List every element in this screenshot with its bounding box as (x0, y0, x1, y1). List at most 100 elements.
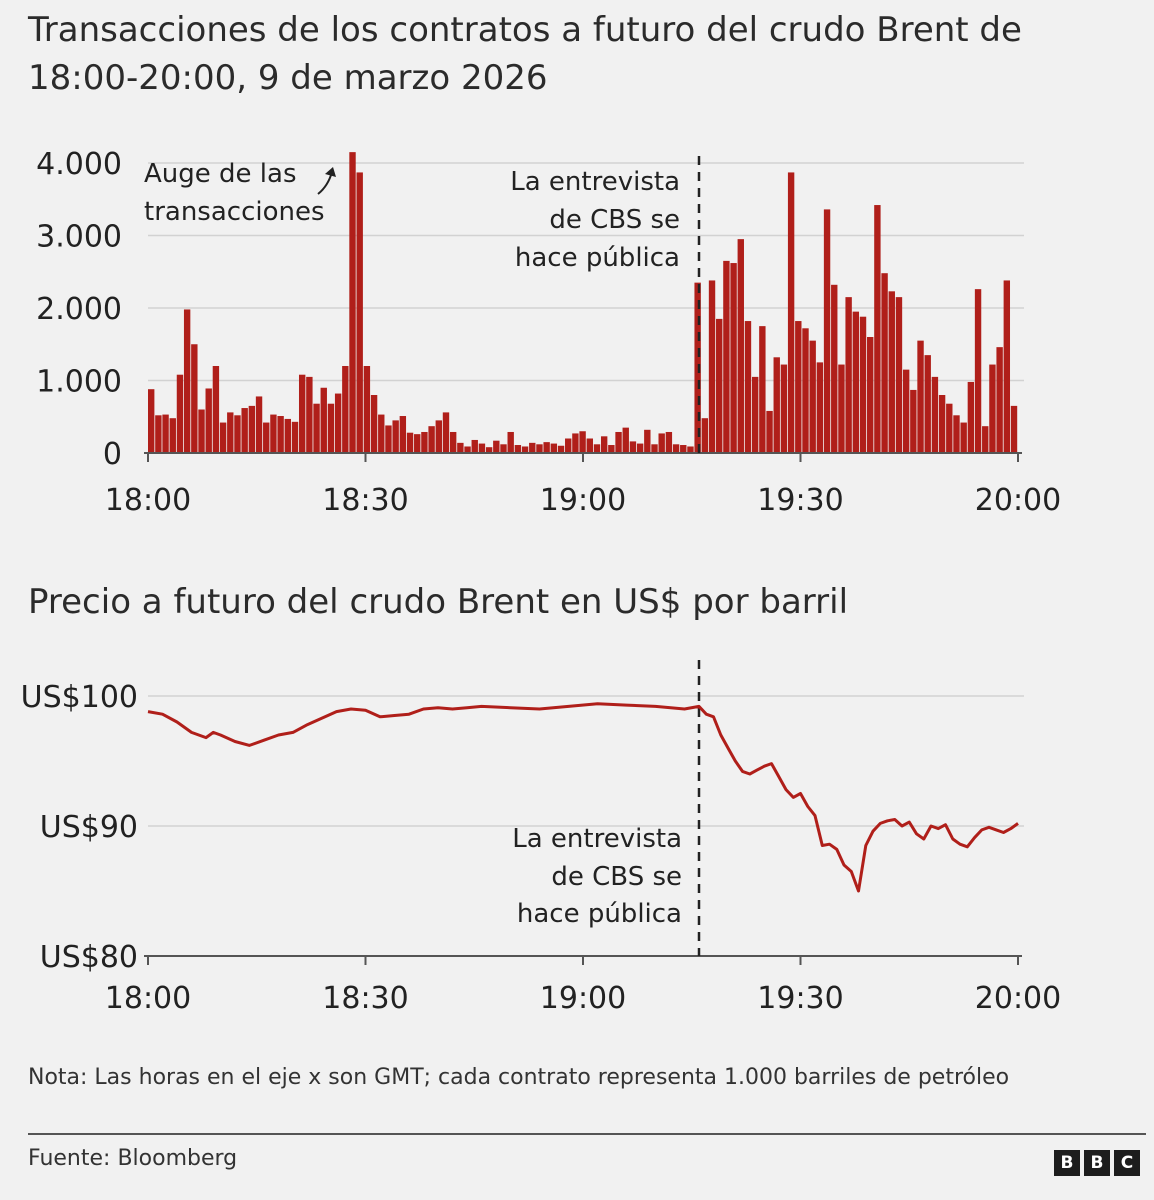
bar (227, 412, 234, 453)
bar (536, 444, 543, 453)
bar (457, 442, 464, 453)
bar (270, 414, 277, 453)
bar (399, 416, 407, 453)
bar (629, 441, 637, 453)
bar (608, 445, 615, 453)
bar (572, 433, 579, 453)
bar (766, 410, 773, 453)
x-tick-label: 20:00 (975, 483, 1061, 518)
y-tick-label: 2.000 (36, 292, 122, 327)
bar (442, 412, 450, 453)
bbc-logo-block: B (1054, 1150, 1080, 1176)
bbc-logo: B B C (1054, 1150, 1140, 1176)
bar (759, 326, 766, 454)
bar (471, 439, 478, 453)
bar (708, 280, 716, 453)
bar (334, 393, 342, 453)
bar (730, 263, 737, 453)
bar (313, 403, 320, 453)
spike-annotation-line1: Auge de las (144, 159, 297, 189)
cbs-annotation-line2: de CBS se (549, 205, 680, 235)
bar (644, 429, 651, 453)
bar (543, 442, 550, 454)
bar (284, 418, 291, 453)
bar (780, 364, 788, 453)
bar (967, 381, 975, 453)
bar (414, 434, 421, 453)
bar (449, 431, 457, 453)
bar (615, 431, 622, 453)
bar (931, 376, 939, 454)
bar (636, 443, 644, 453)
spike-annotation-arrowhead (325, 167, 336, 177)
bar (370, 395, 378, 453)
cbs-annotation-line3: hace pública (515, 243, 680, 273)
bar (989, 364, 996, 453)
bar (212, 366, 220, 453)
bar (816, 362, 824, 454)
bar (593, 444, 601, 453)
bar (881, 273, 888, 453)
bar (744, 321, 752, 453)
bar (176, 374, 184, 453)
bar (867, 337, 874, 453)
bar (191, 344, 198, 453)
bar (917, 340, 924, 454)
bar (622, 427, 629, 454)
bar (550, 443, 558, 453)
bar (205, 388, 212, 453)
cbs-annotation-line2: de CBS se (551, 862, 682, 892)
bar (356, 172, 363, 453)
bar (529, 442, 536, 453)
bar (845, 297, 852, 454)
bar (651, 444, 658, 453)
bar (155, 415, 162, 453)
bar (148, 389, 155, 453)
bar (787, 172, 795, 453)
bar (658, 433, 665, 453)
bar (234, 415, 241, 453)
bar (838, 364, 845, 453)
bar (306, 376, 313, 454)
y-tick-label: US$90 (40, 810, 138, 845)
bar (183, 309, 191, 453)
bar (363, 366, 371, 453)
bar (888, 291, 895, 453)
x-tick-label: 18:30 (322, 483, 408, 518)
x-tick-label: 18:00 (105, 981, 191, 1016)
bar (327, 403, 335, 453)
bar (946, 403, 953, 453)
bar (485, 447, 493, 453)
x-tick-label: 18:30 (322, 981, 408, 1016)
bar (406, 432, 414, 453)
bar (938, 395, 946, 453)
bar (974, 289, 982, 453)
bar (823, 209, 831, 453)
bar (737, 239, 744, 454)
bar (298, 374, 306, 453)
y-tick-label: 0 (103, 437, 122, 472)
bar (507, 431, 514, 453)
bar (895, 297, 903, 454)
bar (902, 369, 910, 454)
bar (701, 418, 709, 453)
bar (953, 415, 960, 453)
bar (478, 443, 486, 453)
bar (521, 446, 529, 453)
bar (248, 405, 256, 454)
bar (500, 444, 507, 453)
bar (579, 431, 586, 453)
bar (802, 328, 809, 453)
bar (385, 425, 392, 453)
chart-title-price: Precio a futuro del crudo Brent en US$ p… (28, 582, 849, 622)
bar (435, 420, 442, 454)
bar (428, 426, 435, 453)
bar (565, 438, 572, 453)
bar (255, 396, 263, 453)
y-tick-label: US$80 (40, 940, 138, 975)
cbs-annotation-line1: La entrevista (512, 824, 682, 854)
bbc-logo-block: C (1114, 1150, 1140, 1176)
source-credit: Fuente: Bloomberg (28, 1146, 238, 1171)
spike-annotation-line2: transacciones (144, 197, 325, 227)
brent-price-line-chart: US$100 US$90 US$80 18:00 18:30 19:00 19:30 20:… (21, 660, 1061, 1016)
